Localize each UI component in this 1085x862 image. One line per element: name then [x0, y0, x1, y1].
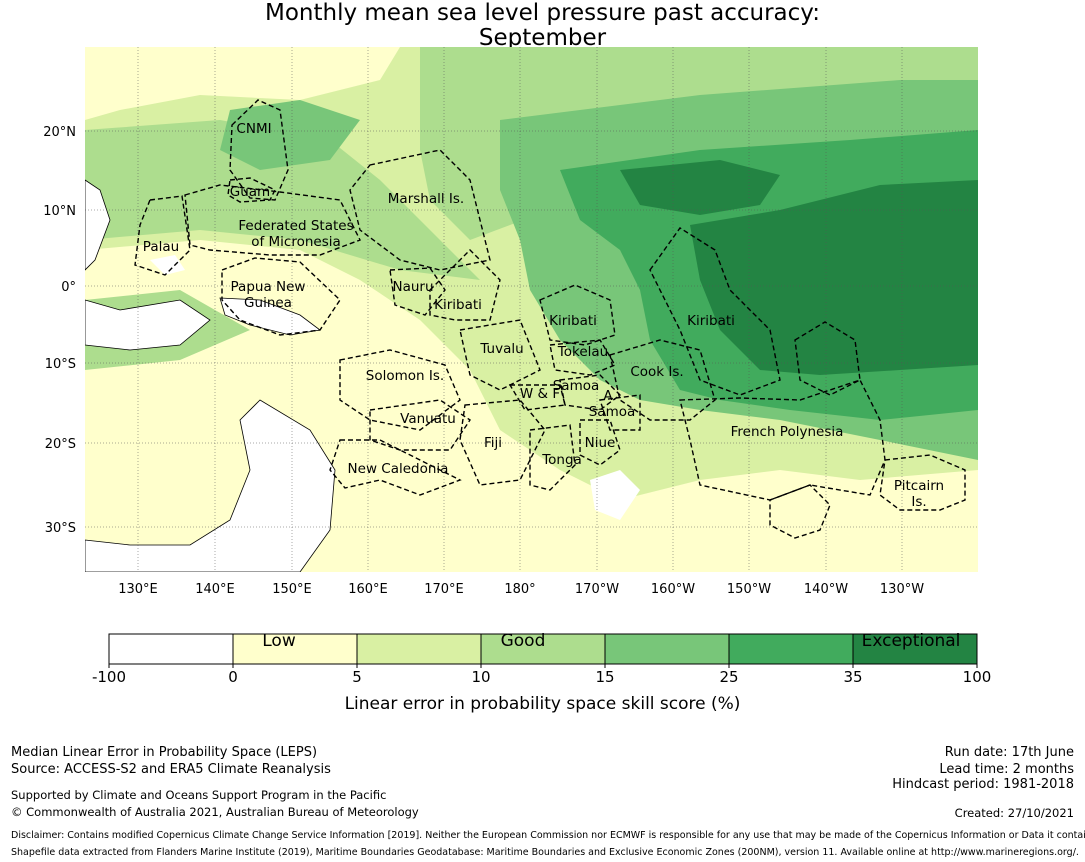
colorbar-label: Linear error in probability space skill …: [344, 694, 741, 714]
lon-tick: 150°W: [727, 582, 771, 597]
footer-created: Created: 27/10/2021: [954, 806, 1074, 820]
lat-tick-labels: 20°N 10°N 0° 10°S 20°S 30°S: [43, 125, 76, 536]
label-tonga: Tonga: [541, 452, 582, 468]
footer-copyright: © Commonwealth of Australia 2021, Austra…: [11, 805, 419, 819]
lon-tick: 170°W: [575, 582, 619, 597]
label-marshall: Marshall Is.: [388, 191, 464, 207]
label-tokelau: Tokelau: [557, 344, 608, 360]
label-fsm-1: Federated States: [238, 218, 353, 234]
label-niue: Niue: [585, 435, 616, 451]
region-labels: CNMI Guam Marshall Is. Federated States …: [143, 121, 944, 510]
label-nauru: Nauru: [392, 279, 433, 295]
lon-tick-labels: 130°E 140°E 150°E 160°E 170°E 180° 170°W…: [118, 582, 924, 597]
footer-shapefile: Shapefile data extracted from Flanders M…: [11, 847, 1079, 858]
lat-tick: 20°S: [45, 437, 76, 452]
lat-tick: 10°N: [43, 204, 76, 219]
colorbar-tick: 10: [471, 668, 491, 686]
colorbar-bin: [357, 634, 481, 664]
lon-tick: 130°W: [880, 582, 924, 597]
label-pitcairn-2: Is.: [911, 494, 926, 510]
lon-tick: 150°E: [272, 582, 312, 597]
footer-lead-time: Lead time: 2 months: [939, 762, 1074, 777]
label-american-samoa-2: Samoa: [589, 404, 636, 420]
lon-tick: 170°E: [424, 582, 464, 597]
title-line-1: Monthly mean sea level pressure past acc…: [265, 0, 820, 26]
colorbar-category-low: Low: [262, 631, 296, 651]
lat-tick: 20°N: [43, 125, 76, 140]
label-samoa-1: Samoa: [553, 378, 600, 394]
colorbar-dividers: [108, 634, 978, 668]
colorbar-tick: 15: [595, 668, 615, 686]
label-png-1: Papua New: [231, 279, 306, 295]
label-new-caledonia: New Caledonia: [348, 461, 449, 477]
lon-tick: 130°E: [118, 582, 158, 597]
eez-boundaries: [134, 99, 966, 539]
label-fsm-2: of Micronesia: [251, 234, 341, 250]
label-american-samoa-1: A.: [603, 388, 616, 404]
label-kiribati-1: Kiribati: [434, 297, 482, 313]
label-vanuatu: Vanuatu: [400, 411, 456, 427]
title-line-2: September: [478, 25, 607, 51]
colorbar-category-good: Good: [500, 631, 546, 651]
label-palau: Palau: [143, 239, 179, 255]
footer-run-date: Run date: 17th June: [944, 745, 1074, 760]
lat-tick: 30°S: [45, 521, 76, 536]
footer-disclaimer: Disclaimer: Contains modified Copernicus…: [11, 830, 1085, 841]
label-cnmi: CNMI: [236, 121, 271, 137]
label-cook: Cook Is.: [630, 364, 683, 380]
colorbar-tick: 35: [843, 668, 863, 686]
lat-tick: 0°: [61, 280, 76, 295]
colorbar-tick: 100: [962, 668, 992, 686]
colorbar-frame: [108, 633, 978, 665]
lon-tick: 160°E: [348, 582, 388, 597]
label-tuvalu: Tuvalu: [479, 341, 523, 357]
colorbar-tick: 5: [352, 668, 362, 686]
lon-tick: 140°E: [195, 582, 235, 597]
colorbar-tick: -100: [91, 668, 127, 686]
footer-support: Supported by Climate and Oceans Support …: [11, 788, 387, 802]
colorbar-tick: 0: [228, 668, 238, 686]
colorbar-bin: [481, 634, 605, 664]
lon-tick: 180°: [504, 582, 535, 597]
footer-hindcast: Hindcast period: 1981-2018: [892, 777, 1074, 792]
label-kiribati-2: Kiribati: [549, 313, 597, 329]
skill-map: CNMI Guam Marshall Is. Federated States …: [43, 47, 978, 668]
label-wallis-futuna: W & F: [520, 386, 560, 402]
colorbar-category-exceptional: Exceptional: [861, 631, 961, 651]
colorbar-tick: 25: [719, 668, 739, 686]
colorbar-bin: [605, 634, 729, 664]
label-kiribati-3: Kiribati: [687, 313, 735, 329]
skill-field: [85, 47, 978, 572]
colorbar-bin: [233, 634, 357, 664]
label-solomon: Solomon Is.: [366, 368, 444, 384]
footer-source: Source: ACCESS-S2 and ERA5 Climate Reana…: [11, 762, 331, 777]
label-guam: Guam: [230, 184, 270, 200]
lon-tick: 160°W: [651, 582, 695, 597]
colorbar: [108, 633, 978, 668]
label-pitcairn-1: Pitcairn: [894, 478, 944, 494]
label-fiji: Fiji: [484, 435, 502, 451]
graticule: [85, 47, 978, 572]
colorbar-bin: [853, 634, 977, 664]
footer-method: Median Linear Error in Probability Space…: [11, 745, 318, 760]
lat-tick: 10°S: [45, 357, 76, 372]
colorbar-bin: [109, 634, 233, 664]
label-french-polynesia: French Polynesia: [731, 424, 844, 440]
colorbar-bin: [729, 634, 853, 664]
label-png-2: Guinea: [244, 295, 292, 311]
lon-tick: 140°W: [804, 582, 848, 597]
